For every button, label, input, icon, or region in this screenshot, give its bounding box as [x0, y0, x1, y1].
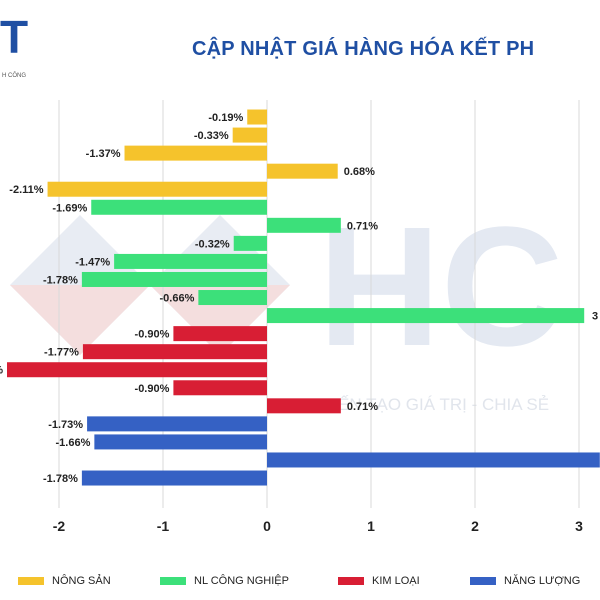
bar	[233, 235, 267, 251]
bar	[47, 181, 268, 197]
bar	[267, 163, 338, 179]
data-label: -1.78%	[43, 274, 78, 286]
bar	[81, 470, 267, 486]
chart-title: CẬP NHẬT GIÁ HÀNG HÓA KẾT PH	[192, 38, 535, 60]
bar	[173, 326, 267, 342]
x-tick-label: 0	[263, 518, 271, 534]
data-label: 3	[592, 311, 598, 323]
legend-item: NĂNG LƯỢNG	[470, 574, 580, 588]
x-tick-label: 1	[367, 518, 375, 534]
bar	[247, 109, 267, 125]
data-label: 0.71%	[347, 220, 378, 232]
bar	[82, 344, 267, 360]
data-label: -2.11%	[9, 184, 43, 196]
legend-item: KIM LOẠI	[338, 574, 420, 588]
data-label: -1.66%	[56, 437, 91, 449]
bar	[173, 380, 267, 396]
bar	[267, 398, 341, 414]
bar	[81, 271, 267, 287]
logo: T	[0, 11, 29, 63]
data-label: -0.33%	[194, 130, 229, 142]
x-tick-label: -2	[53, 518, 66, 534]
watermark-letters: HC	[318, 192, 564, 382]
bar	[124, 145, 268, 161]
bar	[7, 362, 267, 378]
data-label: -1.69%	[52, 202, 87, 214]
legend-swatch	[338, 577, 364, 585]
legend-item: NL CÔNG NGHIỆP	[160, 574, 289, 588]
bar	[267, 217, 341, 233]
x-tick-label: -1	[157, 518, 170, 534]
watermark-tagline: KIẾN TẠO GIÁ TRỊ - CHIA SẺ	[322, 395, 549, 414]
x-tick-label: 3	[575, 518, 583, 534]
bar	[114, 253, 268, 269]
bar	[267, 452, 600, 468]
legend-swatch	[160, 577, 186, 585]
legend-label: NĂNG LƯỢNG	[504, 575, 581, 587]
data-label: -0.32%	[195, 238, 230, 250]
legend-swatch	[470, 577, 496, 585]
x-tick-label: 2	[471, 518, 479, 534]
watermark-triangle-left	[10, 285, 150, 355]
data-label: -1.47%	[75, 256, 110, 268]
bar	[94, 434, 267, 450]
data-labels: -0.19% -0.33% -1.37% 0.68% -2.11% -1.69% 0.71%…	[0, 112, 598, 485]
bar	[91, 199, 268, 215]
data-label: -1.37%	[86, 148, 121, 160]
data-label: %	[0, 365, 3, 377]
logo-subtext: H CÔNG	[2, 73, 26, 79]
data-label: -0.90%	[135, 329, 170, 341]
data-label: 0.71%	[347, 401, 378, 413]
data-label: -0.19%	[208, 112, 243, 124]
data-label: -0.90%	[135, 383, 170, 395]
legend-swatch	[18, 577, 44, 585]
data-label: -1.77%	[44, 347, 79, 359]
data-label: -0.66%	[160, 293, 195, 305]
data-label: 0.68%	[344, 166, 375, 178]
bar	[267, 308, 585, 324]
data-label: -1.73%	[48, 419, 83, 431]
bar	[198, 290, 267, 306]
legend-label: KIM LOẠI	[372, 575, 420, 587]
legend-label: NL CÔNG NGHIỆP	[194, 575, 289, 587]
bar	[232, 127, 267, 143]
bars	[7, 109, 600, 486]
legend-item: NÔNG SẢN	[18, 574, 111, 588]
legend-label: NÔNG SẢN	[52, 575, 111, 587]
x-axis-ticks: -2 -1 0 1 2 3	[53, 518, 583, 534]
bar	[87, 416, 267, 432]
data-label: -1.78%	[43, 473, 78, 485]
